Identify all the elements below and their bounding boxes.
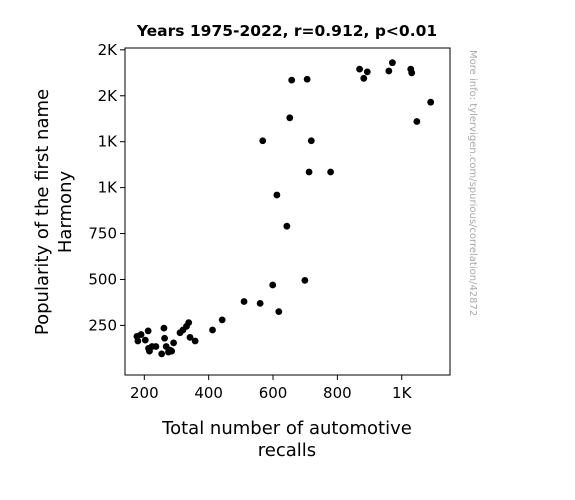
y-tick-label: 1K (98, 133, 119, 151)
data-point (363, 68, 371, 76)
x-tick-label: 600 (259, 384, 288, 402)
data-point (256, 299, 264, 307)
data-point (408, 69, 416, 77)
y-tick-label: 250 (88, 316, 117, 334)
data-point (275, 308, 283, 316)
x-tick-label: 400 (194, 384, 223, 402)
watermark-text: More info: tylervigen.com/spurious/corre… (467, 50, 478, 316)
y-axis-label-line-1: Popularity of the first name (32, 89, 53, 335)
data-point (240, 298, 248, 305)
x-tick-label: 1K (392, 384, 413, 402)
data-point (152, 343, 160, 350)
data-point (385, 67, 393, 75)
data-point (305, 168, 313, 176)
scatter-points (133, 59, 435, 358)
plot-area-frame (124, 47, 451, 376)
data-point (144, 327, 152, 335)
data-point (141, 336, 149, 344)
data-point (134, 337, 142, 345)
data-point (413, 118, 421, 125)
data-point (170, 339, 177, 347)
data-point (186, 333, 194, 341)
data-point (288, 76, 296, 84)
data-point (160, 324, 168, 332)
data-point (327, 168, 335, 176)
data-point (168, 347, 176, 355)
data-point (307, 137, 315, 145)
y-axis: 250 500 750 1K 1K 2K 2K (88, 41, 125, 334)
data-point (158, 350, 166, 358)
y-tick-label: 750 (88, 225, 117, 243)
x-axis-label-line-1: Total number of automotive (161, 418, 412, 439)
data-point (259, 137, 267, 145)
y-tick-label: 1K (98, 179, 119, 197)
y-tick-label: 500 (88, 270, 117, 288)
x-axis: 200 400 600 800 1K (130, 375, 413, 402)
x-tick-label: 800 (323, 384, 352, 402)
data-point (360, 74, 368, 82)
x-tick-label: 200 (130, 384, 159, 402)
data-point (161, 334, 168, 342)
data-point (427, 98, 435, 106)
data-point (269, 281, 277, 289)
x-axis-label-line-2: recalls (258, 440, 316, 461)
data-point (218, 316, 226, 324)
data-point (389, 59, 396, 67)
y-tick-label: 2K (98, 87, 119, 105)
data-point (273, 191, 281, 199)
data-point (356, 65, 363, 73)
y-tick-label: 2K (98, 41, 119, 59)
data-point (303, 75, 311, 83)
chart-title: Years 1975-2022, r=0.912, p<0.01 (136, 22, 437, 40)
data-point (185, 319, 193, 327)
data-point (209, 326, 216, 334)
data-point (137, 331, 145, 338)
data-point (191, 337, 199, 345)
y-axis-label-line-2: Harmony (55, 171, 76, 254)
data-point (301, 276, 309, 284)
data-point (283, 222, 291, 230)
data-point (286, 114, 294, 122)
